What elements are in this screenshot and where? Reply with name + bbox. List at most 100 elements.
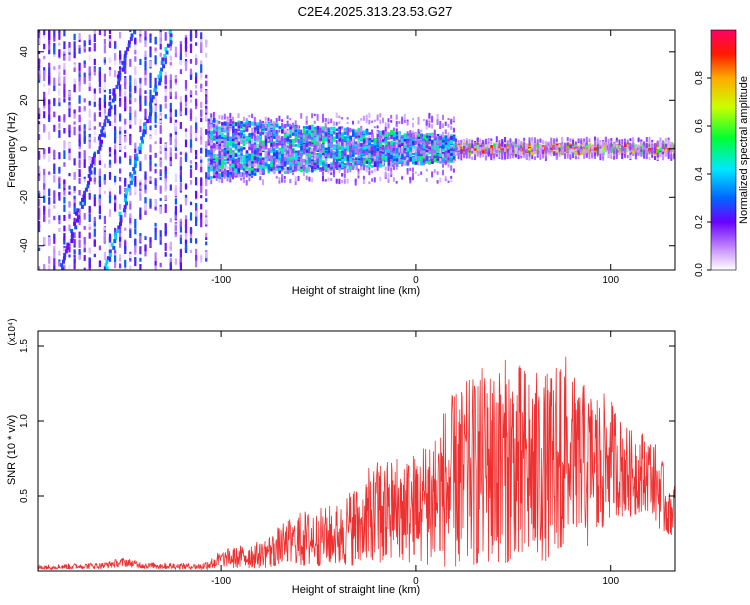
spectrogram-cell <box>272 122 275 125</box>
spectrogram-cell <box>262 144 265 149</box>
spectrogram-cell <box>240 123 243 126</box>
spectrogram-cell <box>38 113 41 120</box>
spectrogram-cell <box>139 30 142 34</box>
spectrogram-cell <box>43 265 46 270</box>
spectrogram-cell <box>528 140 531 146</box>
spectrogram-cell <box>365 130 369 135</box>
spectrogram-cell <box>534 156 536 160</box>
spectrogram-cell <box>387 173 390 179</box>
spectrogram-cell <box>218 165 221 169</box>
spectrogram-cell <box>422 140 425 145</box>
spectrogram-cell <box>226 153 229 159</box>
spectrogram-cell <box>305 175 308 180</box>
spectrogram-cell <box>468 139 471 144</box>
spectrogram-cell <box>479 147 482 151</box>
spectrogram-cell <box>83 124 86 132</box>
spectrogram-cell <box>103 30 106 37</box>
spectrogram-cell <box>330 163 333 168</box>
spectrogram-cell <box>262 160 264 167</box>
spectrogram-cell <box>305 156 308 160</box>
spectrogram-cell <box>523 148 526 154</box>
spectrogram-cell <box>514 151 517 157</box>
spectrogram-cell <box>200 64 203 73</box>
spectrogram-cell <box>371 146 374 151</box>
spectrogram-cell <box>98 104 101 111</box>
spectrogram-cell <box>169 108 172 113</box>
spectrogram-cell <box>357 158 361 162</box>
spectrogram-cell <box>465 145 468 148</box>
spectrogram-cell <box>114 137 117 144</box>
spectrogram-cell <box>300 148 303 152</box>
spectrogram-cell <box>436 148 439 152</box>
spectrogram-cell <box>316 136 320 139</box>
spectrogram-cell <box>103 190 106 194</box>
spectrogram-cell <box>242 155 246 158</box>
spectrogram-cell <box>311 166 314 171</box>
spectrogram-cell <box>335 128 339 131</box>
spectrogram-cell <box>159 237 162 245</box>
spectrogram-cell <box>433 169 436 173</box>
spectrogram-cell <box>382 137 385 142</box>
spectrogram-cell <box>53 190 56 199</box>
spectrogram-cell <box>436 171 439 175</box>
spectrogram-cell <box>215 158 219 163</box>
spectrogram-cell <box>93 33 96 42</box>
spectrogram-cell <box>281 122 284 128</box>
spectrogram-cell <box>88 139 91 149</box>
spectrogram-cell <box>360 150 363 154</box>
spectrogram-cell <box>476 137 479 143</box>
spectrogram-cell <box>555 150 559 154</box>
spectrogram-cell <box>498 142 501 148</box>
spectrogram-cell <box>433 150 436 154</box>
spectrogram-cell <box>484 138 487 145</box>
spectrogram-cell <box>417 158 420 164</box>
spectrogram-cell <box>205 129 208 134</box>
spectrogram-cell <box>406 145 410 150</box>
spectrogram-cell <box>371 154 374 157</box>
spectrogram-cell <box>425 178 428 182</box>
spectrogram-cell <box>200 42 203 50</box>
spectrogram-cell <box>134 175 137 185</box>
spectrogram-cell <box>262 148 264 151</box>
spectrogram-cell <box>297 125 300 128</box>
spectrogram-cell <box>229 171 232 174</box>
spectrogram-cell <box>495 140 498 145</box>
spectrogram-cell <box>73 83 76 93</box>
spectrogram-cell <box>311 130 314 133</box>
spectrogram-cell <box>48 236 51 246</box>
spectrogram-cell <box>431 148 434 154</box>
spectrogram-cell <box>73 48 76 57</box>
spectrogram-cell <box>406 168 409 171</box>
spectrogram-cell <box>264 135 267 139</box>
spectrogram-cell <box>442 153 444 158</box>
spectrogram-cell <box>58 42 61 46</box>
spectrogram-cell <box>272 131 276 135</box>
spectrogram-cell <box>58 215 61 220</box>
spectrogram-cell <box>259 133 262 138</box>
spectrogram-cell <box>159 177 162 181</box>
spectrogram-cell <box>406 135 410 139</box>
spectrogram-cell <box>179 265 182 270</box>
spectrogram-cell <box>256 168 260 171</box>
spectrogram-cell <box>245 122 248 126</box>
spectrogram-cell <box>179 166 182 171</box>
spectrogram-cell <box>48 87 51 95</box>
spectrogram-cell <box>242 170 245 174</box>
spectrogram-cell <box>78 47 81 54</box>
spectrogram-cell <box>149 73 152 80</box>
spectrogram-cell <box>360 132 363 137</box>
spectrogram-cell <box>294 167 297 172</box>
spectrogram-cell <box>195 90 198 96</box>
spectrogram-cell <box>232 141 235 144</box>
spectrogram-cell <box>223 116 226 120</box>
spectrogram-cell <box>63 80 66 90</box>
spectrogram-cell <box>159 236 162 241</box>
spectrogram-cell <box>237 174 240 178</box>
spectrogram-cell <box>259 146 262 152</box>
spectrogram-cell <box>452 159 455 164</box>
spectrogram-cell <box>324 138 328 142</box>
spectrogram-cell <box>129 253 132 259</box>
spectrogram-cell <box>174 210 177 215</box>
spectrogram-cell <box>179 248 182 258</box>
spectrogram-cell <box>179 183 182 192</box>
